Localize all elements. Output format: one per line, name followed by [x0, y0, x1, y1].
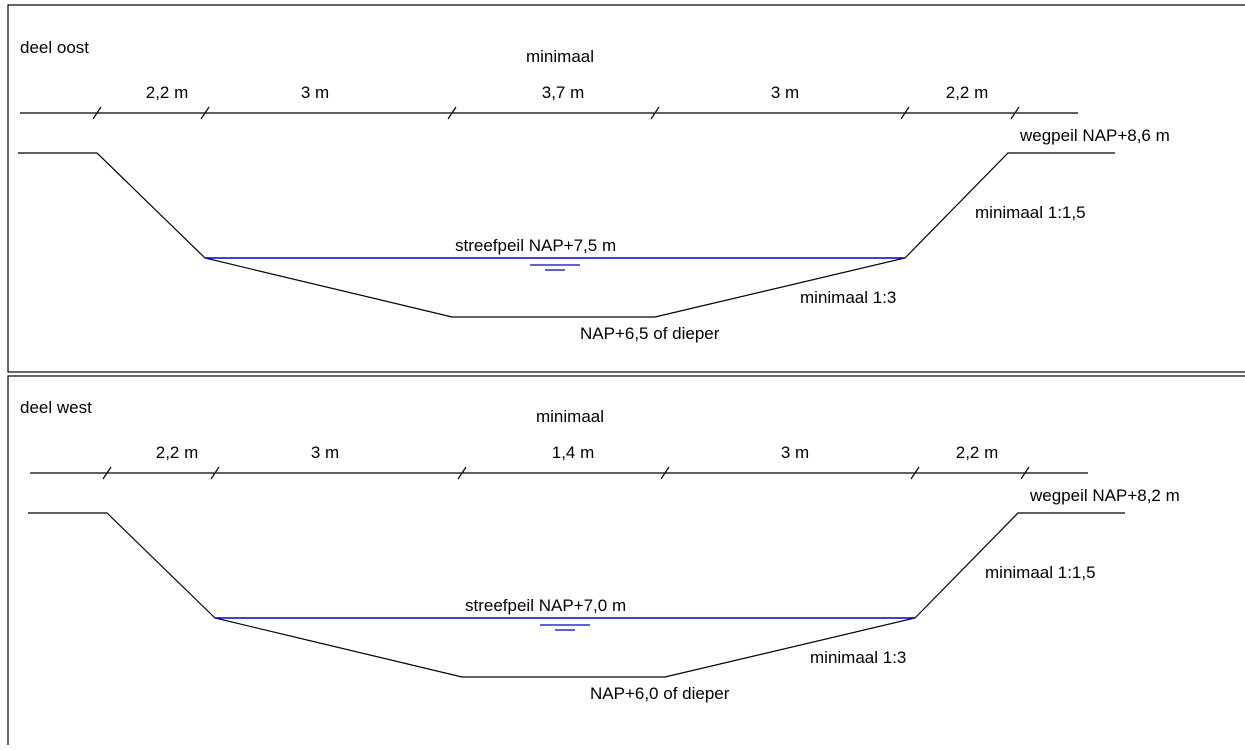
road-level: wegpeil NAP+8,2 m	[1029, 486, 1180, 505]
outer-slope: minimaal 1:1,5	[975, 203, 1086, 222]
dimension-label: 3 m	[311, 443, 339, 462]
panel-label: deel west	[20, 398, 92, 417]
bottom-level: NAP+6,5 of dieper	[580, 324, 720, 343]
width-caption: minimaal	[536, 407, 604, 426]
inner-slope: minimaal 1:3	[800, 288, 896, 307]
bottom-level: NAP+6,0 of dieper	[590, 684, 730, 703]
cross-section: deel oost minimaal 2,2 m 3 m 3,7 m 3 m 2,2 m we…	[18, 38, 1170, 343]
dimension-label: 2,2 m	[956, 443, 999, 462]
ditch-profile	[28, 512, 1125, 678]
inner-slope: minimaal 1:3	[810, 648, 906, 667]
dimension-label: 2,2 m	[156, 443, 199, 462]
target-level: streefpeil NAP+7,0 m	[465, 596, 626, 615]
ditch-profile	[18, 152, 1115, 318]
panel-frame	[7, 4, 1245, 373]
dimension-label: 3 m	[301, 83, 329, 102]
dimension-label: 1,4 m	[552, 443, 595, 462]
dimension-tick	[900, 106, 910, 120]
dimension-label: 3 m	[781, 443, 809, 462]
dimension-label: 2,2 m	[146, 83, 189, 102]
dimension-tick	[650, 106, 660, 120]
dimension-tick	[102, 466, 112, 480]
dimension-tick	[210, 466, 220, 480]
dimension-tick	[457, 466, 467, 480]
width-caption: minimaal	[526, 47, 594, 66]
dimension-tick	[660, 466, 670, 480]
cross-section: deel west minimaal 2,2 m 3 m 1,4 m 3 m 2,2 m we…	[20, 398, 1180, 703]
dimension-label: 3 m	[771, 83, 799, 102]
panel-label: deel oost	[20, 38, 89, 57]
dimension-label: 3,7 m	[542, 83, 585, 102]
dimension-tick	[910, 466, 920, 480]
dimension-label: 2,2 m	[946, 83, 989, 102]
dimension-tick	[1020, 466, 1030, 480]
dimension-tick	[92, 106, 102, 120]
outer-slope: minimaal 1:1,5	[985, 563, 1096, 582]
road-level: wegpeil NAP+8,6 m	[1019, 126, 1170, 145]
target-level: streefpeil NAP+7,5 m	[455, 236, 616, 255]
dimension-tick	[447, 106, 457, 120]
dimension-tick	[200, 106, 210, 120]
dimension-tick	[1010, 106, 1020, 120]
